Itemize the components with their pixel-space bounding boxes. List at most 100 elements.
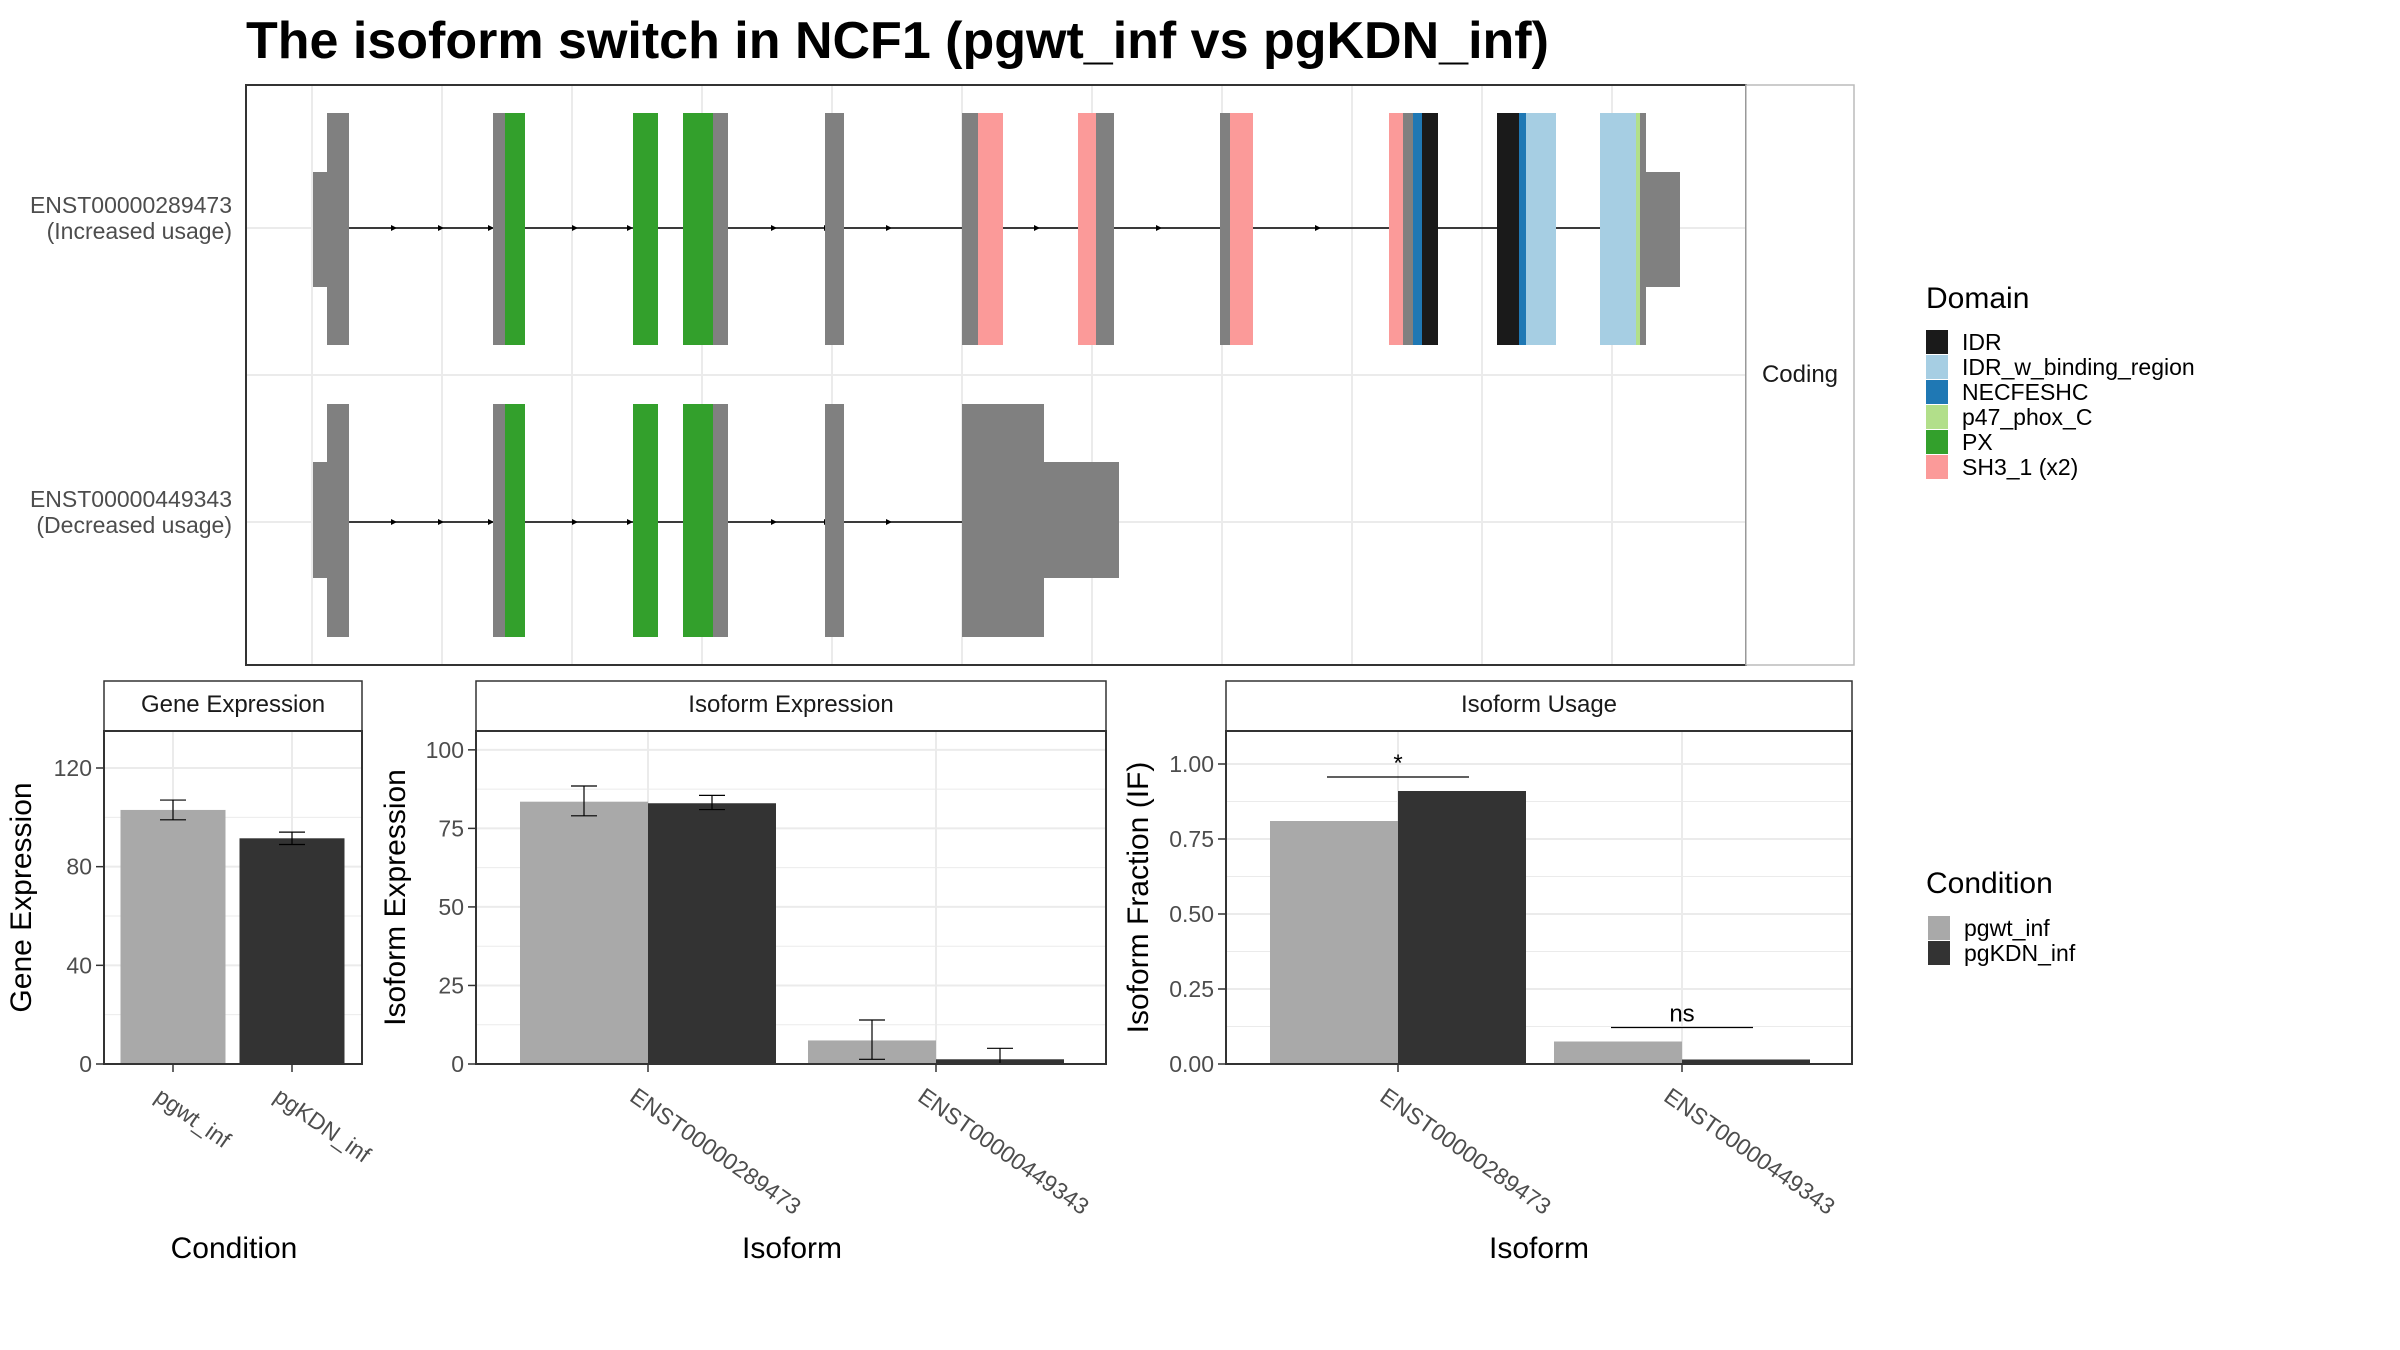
y-tick-label: 40 [66, 952, 92, 978]
intron-arrow [572, 225, 578, 231]
transcript-id-label: ENST00000289473 [30, 192, 232, 218]
gene-expression-chart: Gene Expression 0 40 80 120 pgwt_inf pgKDN_inf… [5, 680, 376, 1265]
intron-arrow [1034, 225, 1040, 231]
figure-title: The isoform switch in NCF1 (pgwt_inf vs … [246, 12, 1549, 70]
y-tick-label: 0.50 [1169, 901, 1214, 927]
panel-strip [475, 680, 1107, 732]
bar [239, 838, 345, 1064]
y-tick-label: 1.00 [1169, 751, 1214, 777]
x-tick-label: pgwt_inf [150, 1083, 236, 1154]
bar [1398, 791, 1526, 1064]
transcript-usage-label: (Increased usage) [47, 218, 232, 244]
condition-legend-label: pgKDN_inf [1964, 940, 2076, 966]
panel-border [103, 730, 363, 1065]
panel-border [475, 730, 1107, 1065]
bar [1554, 1041, 1682, 1064]
transcript-usage-label: (Decreased usage) [36, 512, 232, 538]
exon-segment [1413, 113, 1422, 345]
domain-legend-label: p47_phox_C [1962, 404, 2092, 430]
intron-arrow [391, 225, 397, 231]
exon-segment [1220, 113, 1230, 345]
exon-segment [825, 113, 844, 345]
x-tick-label: ENST00000289473 [1375, 1083, 1555, 1220]
panel-strip-title: Isoform Expression [688, 691, 893, 718]
intron-arrow [886, 225, 892, 231]
exon-segment [1646, 172, 1680, 287]
x-axis-title: Isoform [742, 1232, 842, 1265]
x-tick-label: ENST00000449343 [1659, 1083, 1839, 1220]
intron-arrow [438, 225, 444, 231]
x-axis-title: Condition [171, 1232, 298, 1265]
condition-legend-title: Condition [1926, 867, 2053, 900]
bar [120, 809, 226, 1064]
exon-segment [1403, 113, 1413, 345]
exon-segment [1078, 113, 1096, 345]
domain-legend-title: Domain [1926, 282, 2029, 315]
domain-legend-label: NECFESHC [1962, 379, 2089, 405]
exon-segment [962, 113, 978, 345]
y-tick-label: 0 [79, 1051, 92, 1077]
intron-arrow [771, 519, 777, 525]
condition-legend-label: pgwt_inf [1964, 915, 2050, 941]
exon-segment [1497, 113, 1519, 345]
y-tick-label: 100 [426, 737, 464, 763]
y-tick-label: 50 [438, 894, 464, 920]
intron-arrow [488, 225, 494, 231]
intron-arrow [1315, 225, 1321, 231]
exon-segment [962, 404, 1044, 637]
transcript-id-label: ENST00000449343 [30, 486, 232, 512]
y-tick-label: 25 [438, 972, 464, 998]
exon-segment [978, 113, 1003, 345]
exon-segment [493, 113, 505, 345]
panel-strip [103, 680, 363, 732]
bar [1682, 1059, 1810, 1064]
exon-segment [825, 404, 844, 637]
exon-segment [1230, 113, 1253, 345]
isoform-expression-chart: Isoform Expression 0 25 50 75 100 ENST00000289… [379, 680, 1107, 1265]
intron-arrow [627, 519, 633, 525]
domain-legend-swatch [1926, 355, 1948, 379]
exon-segment [313, 462, 328, 578]
domain-legend-swatch [1926, 455, 1948, 479]
y-tick-label: 0.00 [1169, 1051, 1214, 1077]
intron-arrow [438, 519, 444, 525]
x-axis-title: Isoform [1489, 1232, 1589, 1265]
exon-segment [1096, 113, 1114, 345]
bar [648, 803, 776, 1064]
facet-strip [1745, 84, 1855, 666]
y-axis-title: Gene Expression [5, 782, 38, 1012]
exon-segment [327, 113, 349, 345]
intron-arrow [771, 225, 777, 231]
condition-legend-swatch [1928, 941, 1950, 965]
domain-legend-label: IDR_w_binding_region [1962, 354, 2195, 380]
intron-arrow [627, 225, 633, 231]
condition-legend-swatch [1928, 916, 1950, 940]
y-tick-label: 120 [54, 755, 92, 781]
y-tick-label: 0.25 [1169, 976, 1214, 1002]
y-axis-title: Isoform Expression [379, 769, 412, 1026]
exon-segment [1640, 113, 1646, 345]
exon-segment [493, 404, 505, 637]
exon-segment [1600, 113, 1636, 345]
intron-arrow [391, 519, 397, 525]
intron-arrow [1156, 225, 1162, 231]
exon-segment [505, 404, 525, 637]
exon-segment [1526, 113, 1556, 345]
exon-segment [633, 404, 658, 637]
intron-arrow [488, 519, 494, 525]
exon-segment [1519, 113, 1526, 345]
x-tick-label: ENST00000449343 [913, 1083, 1093, 1220]
intron-arrow [886, 519, 892, 525]
intron-arrow [572, 519, 578, 525]
exon-segment [1636, 113, 1640, 345]
y-tick-label: 80 [66, 854, 92, 880]
exon-segment [633, 113, 658, 345]
exon-segment [683, 113, 713, 345]
panel-strip-title: Isoform Usage [1461, 691, 1617, 718]
y-axis-title: Isoform Fraction (IF) [1122, 762, 1155, 1034]
domain-legend-swatch [1926, 430, 1948, 454]
y-tick-label: 0 [451, 1051, 464, 1077]
domain-legend-label: IDR [1962, 329, 2002, 355]
facet-strip-label: Coding [1762, 361, 1838, 388]
x-tick-label: ENST00000289473 [625, 1083, 805, 1220]
